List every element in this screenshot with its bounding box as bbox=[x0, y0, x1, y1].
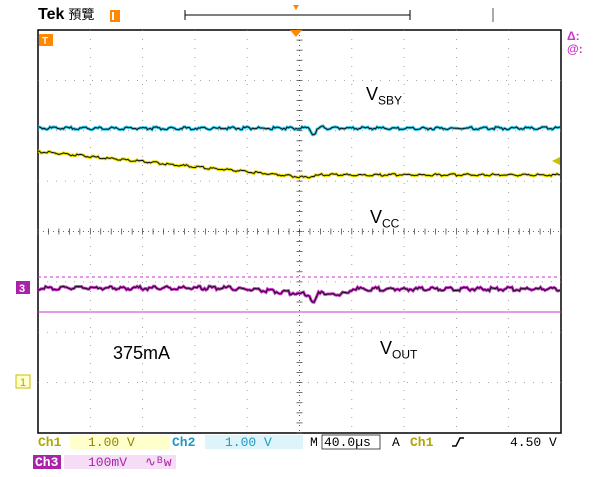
footer-readouts: Ch1 1.00 V Ch2 1.00 V M 40.0µs A Ch1 4.5… bbox=[33, 434, 557, 470]
at-readout: @: bbox=[567, 42, 583, 56]
svg-text:T: T bbox=[42, 36, 48, 47]
ch3-label: Ch3 bbox=[35, 455, 59, 470]
trigger-time-icon bbox=[290, 30, 302, 37]
timebase-scale: 40.0µs bbox=[324, 435, 371, 450]
trigger-slope-icon bbox=[452, 437, 464, 447]
trigger-level: 4.50 V bbox=[510, 435, 557, 450]
timebase-prefix: M bbox=[310, 435, 318, 450]
ch1-marker: 1 bbox=[15, 374, 31, 389]
vout-waveform-overlay bbox=[37, 285, 561, 303]
trigger-level-right-icon bbox=[552, 157, 560, 165]
ch3-scale: 100mV bbox=[88, 455, 127, 470]
trigger-source: Ch1 bbox=[410, 435, 434, 450]
delta-readout: Δ: bbox=[567, 29, 580, 43]
trigger-level-marker: T bbox=[39, 34, 53, 47]
ch2-scale: 1.00 V bbox=[225, 435, 272, 450]
ch1-scale: 1.00 V bbox=[88, 435, 135, 450]
brand-header: Tek 預覽 bbox=[38, 4, 94, 24]
ch2-label: Ch2 bbox=[172, 435, 196, 450]
vcc-annotation: VCC bbox=[370, 207, 400, 231]
vsby-waveform-overlay bbox=[37, 125, 561, 136]
ch3-bandwidth-icon: ∿ᴮw bbox=[145, 455, 172, 470]
run-indicator-icon bbox=[110, 10, 120, 22]
load-current-annotation: 375mA bbox=[113, 343, 171, 363]
ch3-marker-label: 3 bbox=[19, 283, 25, 295]
trigger-marker-icon bbox=[293, 5, 299, 10]
vcc-waveform-overlay bbox=[37, 150, 561, 179]
graticule-grid bbox=[37, 29, 562, 434]
vsby-annotation: VSBY bbox=[366, 84, 403, 108]
acquisition-mode: A bbox=[392, 435, 400, 450]
ch1-label: Ch1 bbox=[38, 435, 62, 450]
trigger-position-bar bbox=[110, 5, 494, 22]
brand-logo: Tek bbox=[38, 6, 65, 23]
ch3-marker: 3 bbox=[16, 281, 30, 295]
mode-label: 預覽 bbox=[68, 7, 95, 22]
ch1-marker-label: 1 bbox=[20, 377, 26, 389]
vout-annotation: VOUT bbox=[380, 338, 418, 362]
